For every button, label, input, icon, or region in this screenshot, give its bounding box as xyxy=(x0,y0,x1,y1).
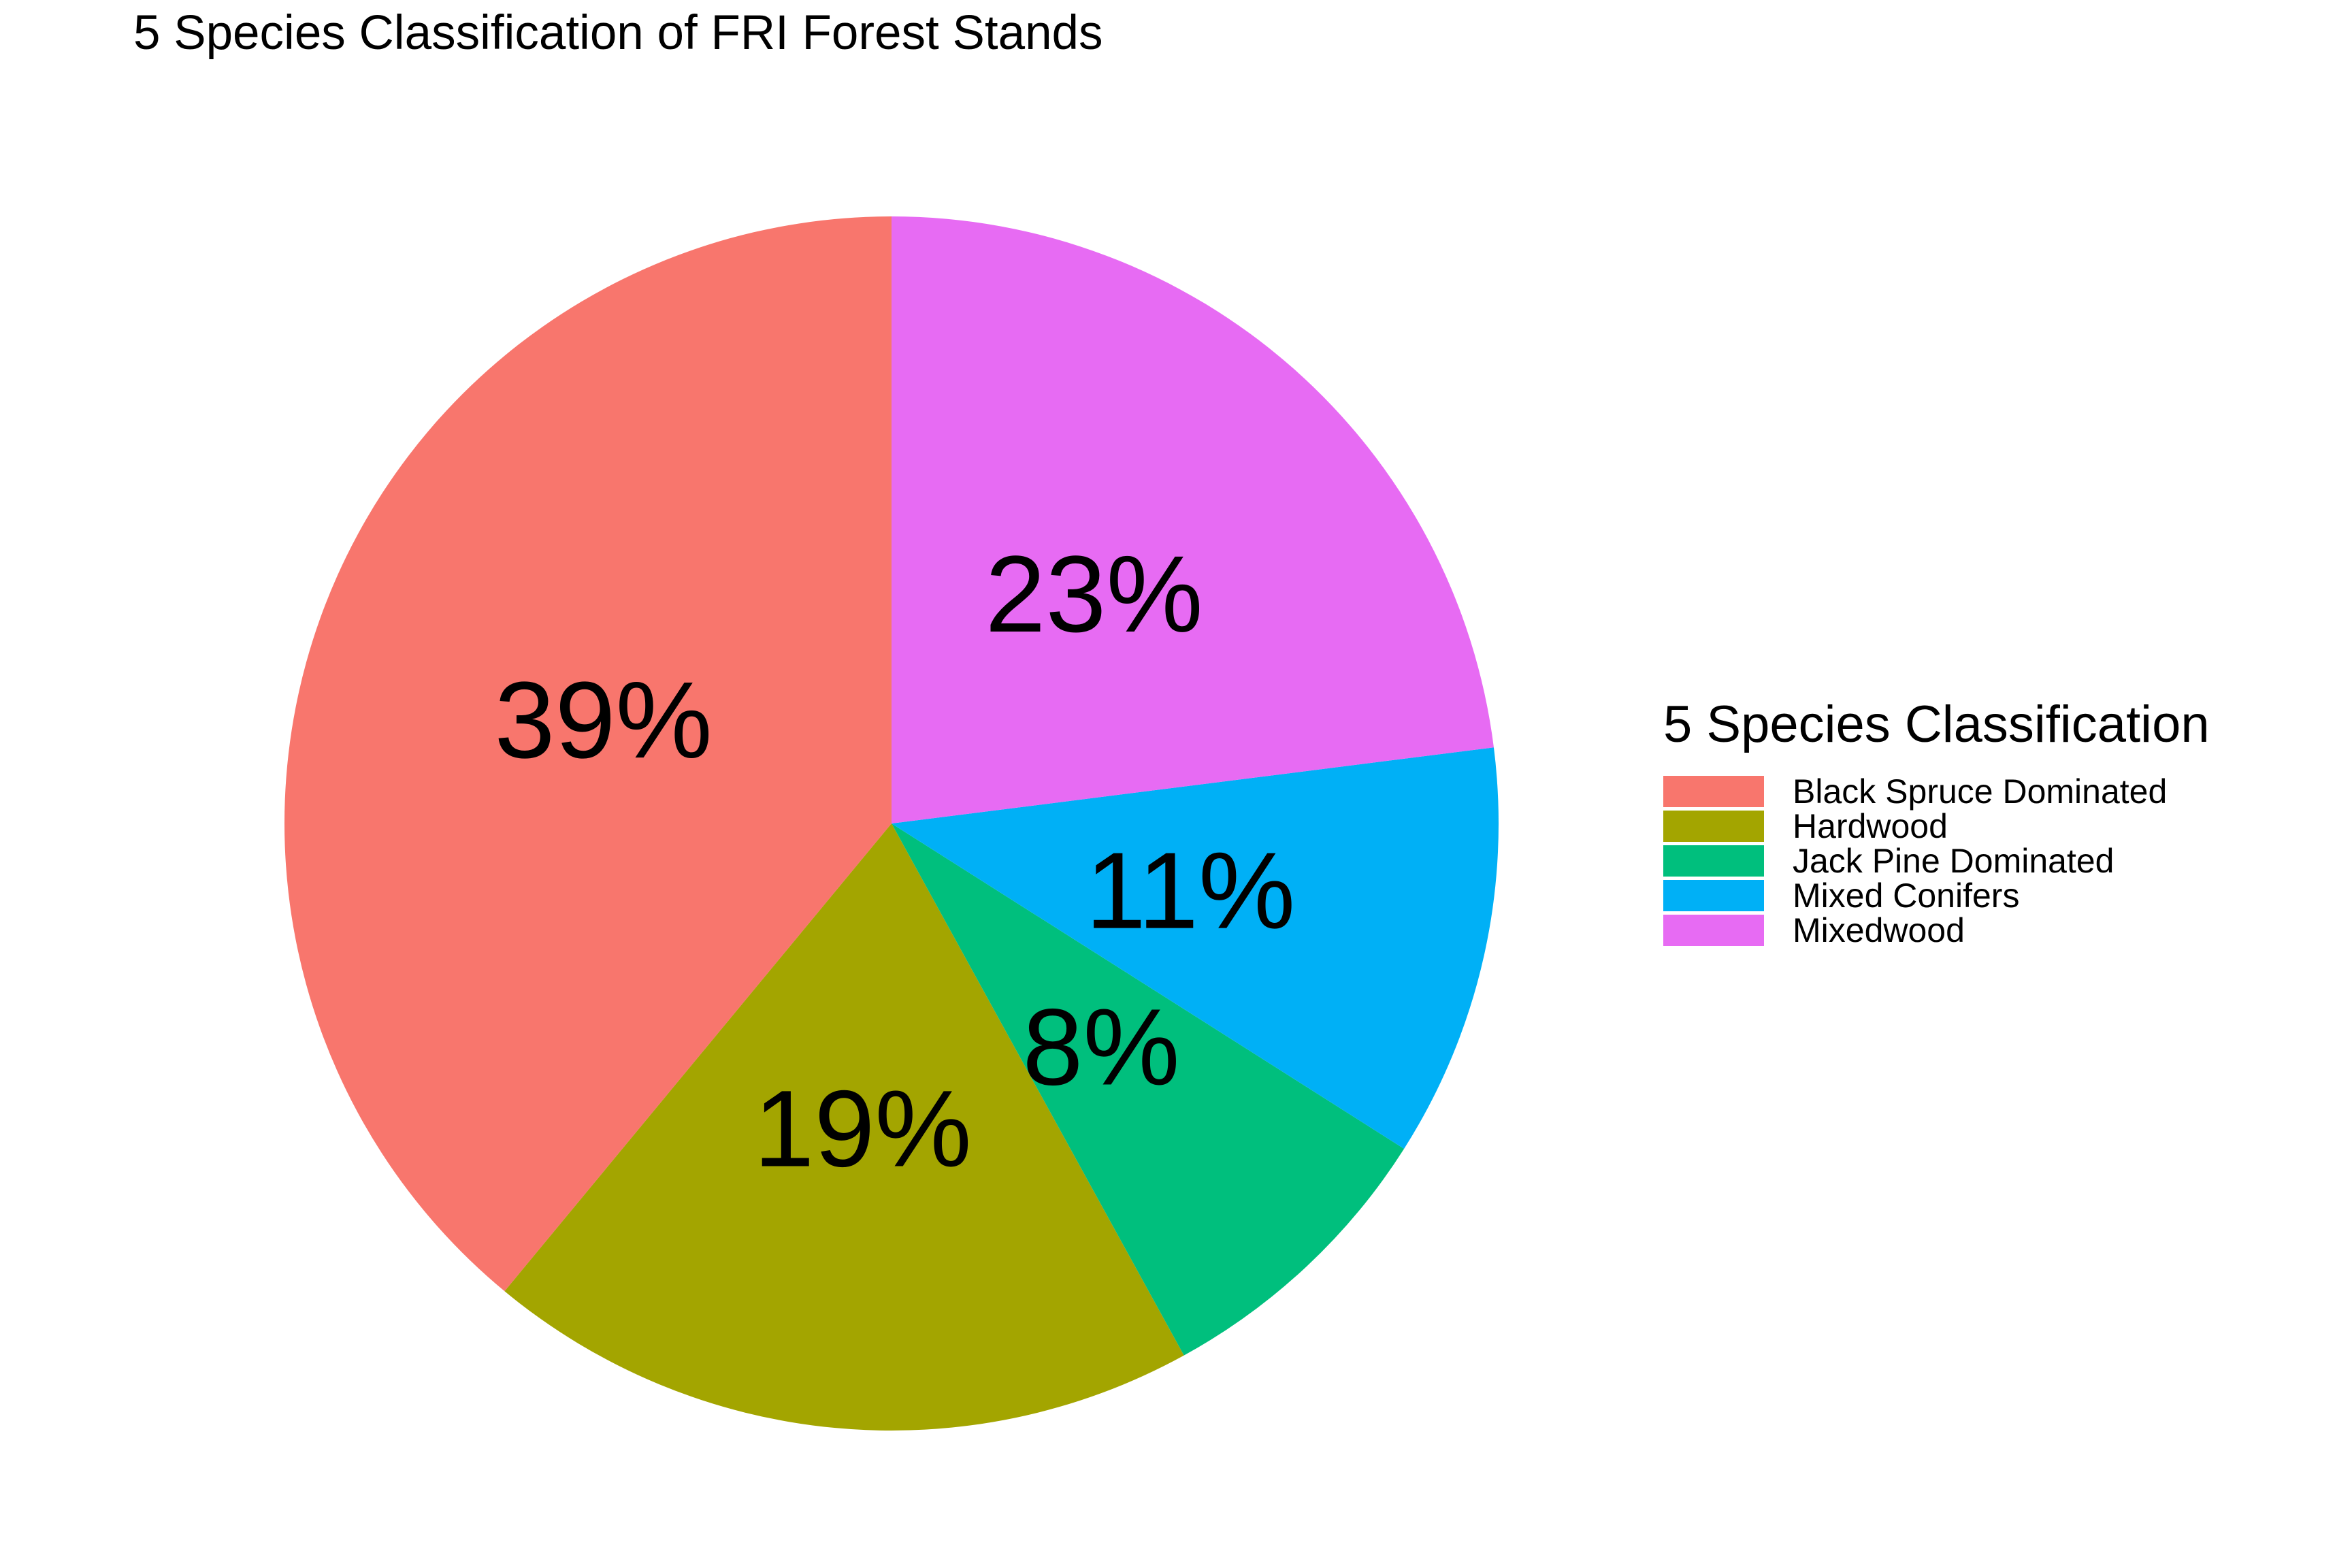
legend-label-hardwood: Hardwood xyxy=(1793,807,1948,845)
pie-slices xyxy=(284,216,1499,1431)
legend-key-mixed-conifers xyxy=(1663,880,1764,911)
legend-key-hardwood xyxy=(1663,811,1764,842)
legend-label-jack-pine-dominated: Jack Pine Dominated xyxy=(1793,842,2114,880)
pie-slice-labels: 39% 19% 8% 11% 23% xyxy=(494,533,1295,1190)
legend-key-mixedwood xyxy=(1663,915,1764,946)
pie-slice-black-spruce-dominated xyxy=(284,216,892,1292)
slice-label-black-spruce-dominated: 39% xyxy=(494,659,712,781)
pie-slice-jack-pine-dominated xyxy=(892,823,1405,1356)
pie-slice-mixedwood xyxy=(892,216,1494,823)
pie-slice-hardwood xyxy=(504,823,1184,1431)
legend-title: 5 Species Classification xyxy=(1663,696,2210,753)
legend-label-black-spruce-dominated: Black Spruce Dominated xyxy=(1793,772,2167,811)
pie-slice-mixed-conifers xyxy=(892,747,1499,1149)
legend-label-mixed-conifers: Mixed Conifers xyxy=(1793,877,2019,915)
legend-label-mixedwood: Mixedwood xyxy=(1793,911,1965,949)
slice-label-mixedwood: 23% xyxy=(985,533,1203,655)
legend-key-black-spruce-dominated xyxy=(1663,776,1764,807)
slice-label-mixed-conifers: 11% xyxy=(1085,830,1295,951)
chart-title: 5 Species Classification of FRI Forest S… xyxy=(133,6,1103,60)
slice-label-jack-pine-dominated: 8% xyxy=(1022,986,1179,1108)
legend-key-jack-pine-dominated xyxy=(1663,845,1764,877)
slice-label-hardwood: 19% xyxy=(754,1068,972,1190)
